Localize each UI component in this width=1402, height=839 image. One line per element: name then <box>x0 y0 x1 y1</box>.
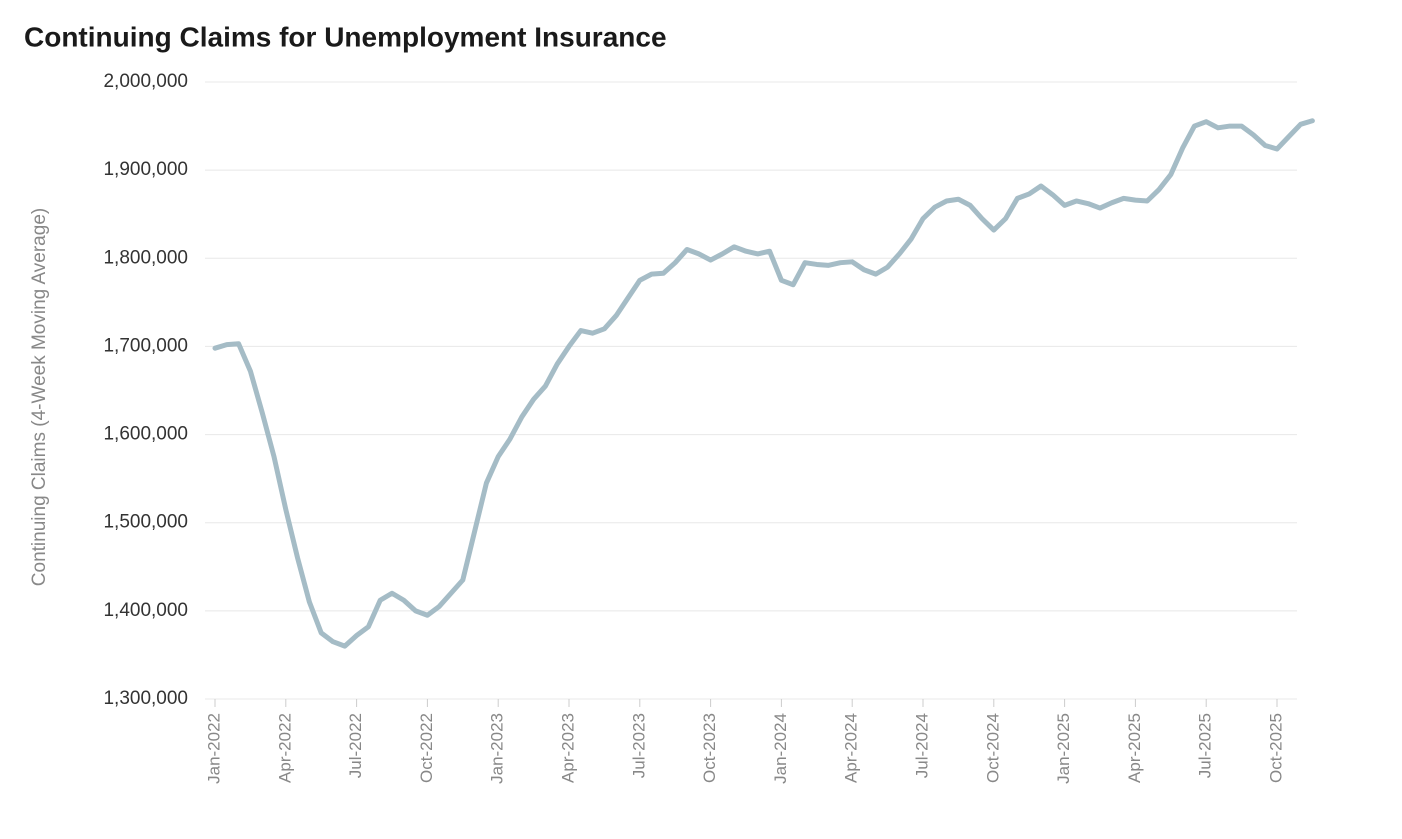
x-tick-label: Oct-2022 <box>417 713 436 783</box>
y-tick-label: 1,600,000 <box>103 424 188 445</box>
x-tick-label: Jul-2023 <box>629 713 648 778</box>
y-tick-label: 1,800,000 <box>103 247 188 268</box>
x-tick-label: Jul-2025 <box>1196 713 1215 778</box>
x-tick-label: Apr-2024 <box>842 713 861 783</box>
x-tick-label: Oct-2023 <box>700 713 719 783</box>
y-tick-label: 1,700,000 <box>103 335 188 356</box>
x-tick-label: Jan-2022 <box>204 713 223 784</box>
x-tick-label: Jul-2022 <box>346 713 365 778</box>
x-tick-label: Apr-2025 <box>1125 713 1144 783</box>
y-axis-title: Continuing Claims (4-Week Moving Average… <box>29 208 50 586</box>
x-tick-label: Oct-2024 <box>983 713 1002 783</box>
x-tick-label: Jan-2023 <box>488 713 507 784</box>
x-tick-label: Oct-2025 <box>1266 713 1285 783</box>
x-tick-label: Apr-2022 <box>275 713 294 783</box>
y-tick-label: 1,900,000 <box>103 159 188 180</box>
x-tick-label: Jan-2025 <box>1054 713 1073 784</box>
y-tick-label: 1,400,000 <box>103 600 188 621</box>
x-tick-label: Jul-2024 <box>912 713 931 778</box>
x-tick-label: Apr-2023 <box>558 713 577 783</box>
y-tick-label: 1,500,000 <box>103 512 188 533</box>
y-tick-label: 1,300,000 <box>103 688 188 709</box>
x-tick-label: Jan-2024 <box>771 713 790 784</box>
line <box>212 118 1315 649</box>
chart-title: Continuing Claims for Unemployment Insur… <box>24 21 667 52</box>
y-tick-label: 2,000,000 <box>103 71 188 92</box>
